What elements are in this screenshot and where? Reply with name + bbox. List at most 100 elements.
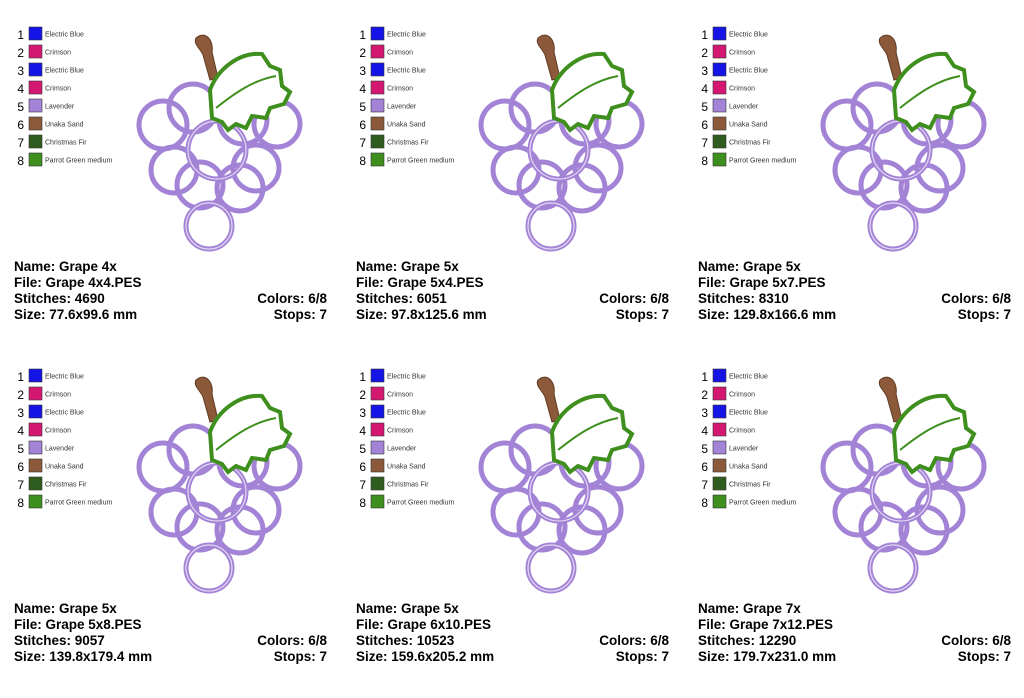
color-name: Crimson <box>387 86 413 93</box>
color-number: 8 <box>17 496 24 510</box>
color-number: 3 <box>701 64 708 78</box>
color-number: 2 <box>359 388 366 402</box>
color-swatch <box>370 458 385 473</box>
design-file: File: Grape 5x4.PES <box>356 275 484 290</box>
color-number: 3 <box>701 406 708 420</box>
color-name: Christmas Fir <box>387 482 429 489</box>
design-stitches: Stitches: 6051 <box>356 291 447 306</box>
grape-design <box>139 35 300 249</box>
color-swatch <box>712 44 727 59</box>
color-swatch <box>712 134 727 149</box>
color-swatch <box>28 62 43 77</box>
color-name: Christmas Fir <box>729 140 771 147</box>
color-name: Crimson <box>45 428 71 435</box>
color-number: 5 <box>701 100 708 114</box>
color-name: Crimson <box>729 392 755 399</box>
color-swatch <box>28 116 43 131</box>
color-name: Crimson <box>387 50 413 57</box>
color-name: Parrot Green medium <box>729 158 796 165</box>
design-panel: 1 Electric Blue 2 Crimson 3 Electric Blue 4 Cri… <box>356 368 669 664</box>
color-name: Crimson <box>387 428 413 435</box>
color-swatch <box>28 44 43 59</box>
color-number: 1 <box>359 28 366 42</box>
color-name: Unaka Sand <box>729 122 768 129</box>
color-name: Christmas Fir <box>729 482 771 489</box>
color-name: Crimson <box>387 392 413 399</box>
color-swatch <box>712 494 727 509</box>
color-swatch <box>712 62 727 77</box>
color-name: Parrot Green medium <box>45 158 112 165</box>
color-swatch <box>28 98 43 113</box>
design-panel: 1 Electric Blue 2 Crimson 3 Electric Blue 4 Cri… <box>698 368 1011 664</box>
color-name: Electric Blue <box>387 374 426 381</box>
color-number: 6 <box>359 118 366 132</box>
design-name: Name: Grape 5x <box>698 259 801 274</box>
color-name: Unaka Sand <box>45 122 84 129</box>
design-colors: Colors: 6/8 <box>941 291 1011 306</box>
color-swatch <box>712 98 727 113</box>
design-size: Size: 139.8x179.4 mm <box>14 649 152 664</box>
color-name: Lavender <box>45 446 75 453</box>
color-name: Crimson <box>729 50 755 57</box>
color-name: Lavender <box>729 104 759 111</box>
color-number: 1 <box>701 28 708 42</box>
color-swatch <box>370 152 385 167</box>
color-number: 1 <box>701 370 708 384</box>
color-number: 7 <box>701 136 708 150</box>
color-swatch <box>712 152 727 167</box>
color-number: 8 <box>359 154 366 168</box>
color-swatch <box>712 404 727 419</box>
design-colors: Colors: 6/8 <box>257 291 327 306</box>
color-number: 2 <box>17 46 24 60</box>
color-number: 4 <box>17 82 24 96</box>
color-number: 7 <box>359 136 366 150</box>
color-name: Electric Blue <box>729 68 768 75</box>
design-stops: Stops: 7 <box>958 649 1011 664</box>
color-number: 8 <box>17 154 24 168</box>
grape-design <box>139 377 300 591</box>
design-file: File: Grape 6x10.PES <box>356 617 491 632</box>
color-number: 7 <box>701 478 708 492</box>
color-swatch <box>370 80 385 95</box>
color-swatch <box>370 62 385 77</box>
grape-design <box>481 35 642 249</box>
color-name: Electric Blue <box>45 32 84 39</box>
color-number: 1 <box>17 28 24 42</box>
color-number: 7 <box>17 478 24 492</box>
color-number: 3 <box>359 406 366 420</box>
color-swatch <box>370 134 385 149</box>
design-stitches: Stitches: 4690 <box>14 291 105 306</box>
color-name: Christmas Fir <box>45 482 87 489</box>
color-number: 7 <box>359 478 366 492</box>
design-colors: Colors: 6/8 <box>599 633 669 648</box>
color-name: Parrot Green medium <box>387 158 454 165</box>
design-colors: Colors: 6/8 <box>599 291 669 306</box>
color-number: 8 <box>359 496 366 510</box>
color-number: 3 <box>17 406 24 420</box>
color-swatch <box>28 404 43 419</box>
color-name: Electric Blue <box>45 374 84 381</box>
color-swatch <box>712 458 727 473</box>
color-number: 5 <box>17 442 24 456</box>
color-swatch <box>712 116 727 131</box>
color-number: 6 <box>359 460 366 474</box>
design-name: Name: Grape 4x <box>14 259 117 274</box>
color-number: 3 <box>17 64 24 78</box>
color-name: Lavender <box>387 446 417 453</box>
grape-design <box>481 377 642 591</box>
color-swatch <box>370 26 385 41</box>
color-swatch <box>28 422 43 437</box>
color-name: Electric Blue <box>45 410 84 417</box>
color-swatch <box>370 98 385 113</box>
design-stitches: Stitches: 10523 <box>356 633 455 648</box>
color-name: Parrot Green medium <box>45 500 112 507</box>
color-number: 3 <box>359 64 366 78</box>
color-name: Parrot Green medium <box>729 500 796 507</box>
color-swatch <box>712 386 727 401</box>
color-number: 5 <box>701 442 708 456</box>
design-stops: Stops: 7 <box>274 307 327 322</box>
design-size: Size: 97.8x125.6 mm <box>356 307 487 322</box>
design-stitches: Stitches: 8310 <box>698 291 789 306</box>
design-stops: Stops: 7 <box>958 307 1011 322</box>
color-name: Electric Blue <box>387 32 426 39</box>
